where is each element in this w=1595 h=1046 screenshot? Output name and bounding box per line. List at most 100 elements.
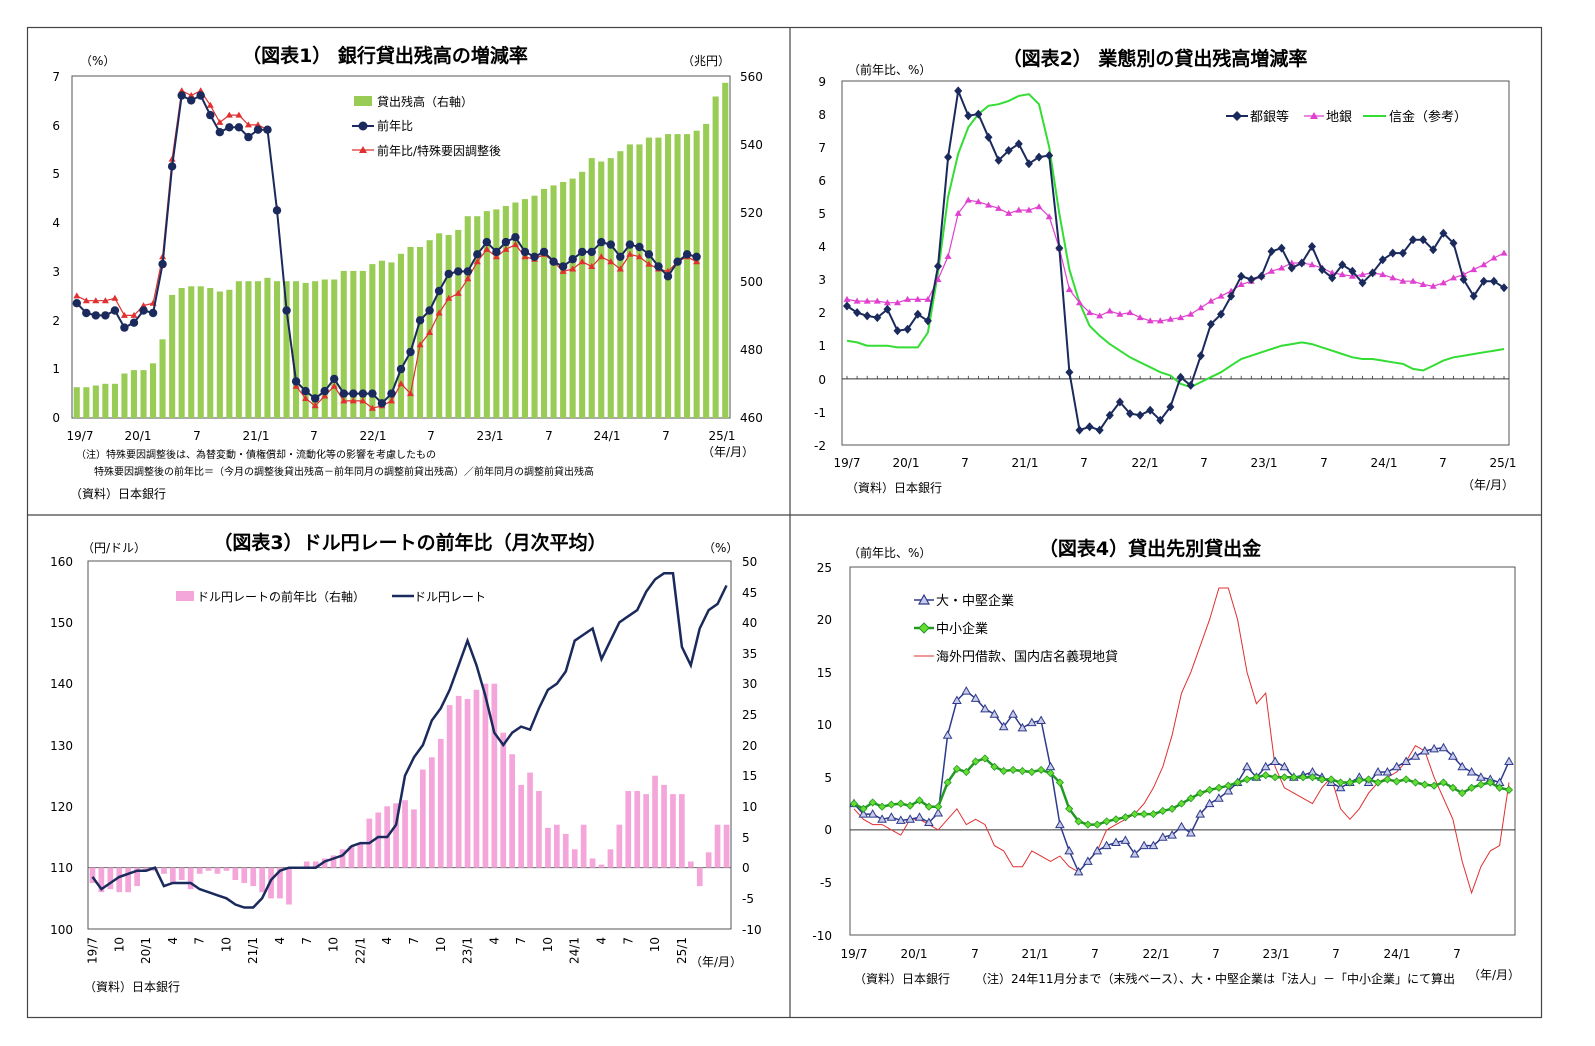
chart-3-bar [223,867,230,871]
chart-4-point-sme [1046,769,1055,778]
chart-1-bar [722,82,729,419]
chart-2-point-citybanks [1469,291,1478,301]
chart-1-bar [703,123,710,419]
chart-1-point-adjusted [206,101,214,108]
chart-4-point-sme [943,778,952,787]
chart-2-ytick: 7 [818,141,826,155]
chart-4-point-sme [999,766,1008,776]
chart-1-point-yoy [511,233,520,242]
chart-4-point-sme [962,767,971,777]
chart-2-point-citybanks [1045,151,1054,160]
chart-1-bar [645,137,652,418]
chart-4-point-sme [1055,778,1064,787]
chart-1-xtick: 7 [662,429,670,443]
chart-4-point-large-firms [867,809,878,818]
chart-1-point-yoy [177,91,186,100]
chart-3-xtick: 10 [327,937,341,952]
chart-4-point-sme [849,799,859,808]
chart-2-point-citybanks [1267,246,1276,256]
chart-1-ytick-right: 480 [740,343,763,357]
chart-2-xtick: 25/1 [1490,456,1517,470]
chart-1-bar [655,137,662,418]
chart-1-bar [598,161,605,418]
chart-1-ytick-right: 460 [740,411,763,425]
chart-1-bar [207,288,214,418]
chart-4-point-large-firms [970,693,981,702]
chart-2-point-regional [954,209,962,216]
chart-2-point-citybanks [853,308,862,318]
chart-1-point-yoy [539,247,549,257]
chart-3-right-ticks: 50 45 40 35 30 25 20 15 10 5 0 -5 -10 [742,555,762,937]
chart-3-xtick: 10 [434,937,448,952]
chart-2-point-regional [1177,314,1185,321]
chart-2-point-regional [1429,282,1437,289]
chart-3-bar [196,867,203,874]
chart-4-point-large-firms [1260,761,1271,771]
chart-2-point-citybanks [934,261,942,271]
chart-1-xtick: 24/1 [594,429,621,443]
chart-2-xtick: 7 [961,456,969,470]
legend-swatch-loans [354,96,372,106]
chart-3-bar [312,861,319,868]
chart-1-point-yoy [616,252,625,261]
chart-3-ytick-right: 15 [742,769,757,783]
chart-2-point-citybanks [1004,146,1013,155]
chart-4-point-large-firms [1382,766,1393,776]
chart-2-point-regional [1197,304,1205,311]
chart-4-point-large-firms [1026,717,1037,727]
chart-4-point-large-firms [1036,715,1046,724]
chart-1-bar [464,216,471,418]
chart-3-ytick-right: -10 [742,923,762,937]
chart-1-point-adjusted [635,253,643,260]
chart-1-bar [541,188,548,418]
chart-3-bar [250,867,257,887]
chart-3-bar [348,846,355,868]
chart-2-xtick: 24/1 [1371,456,1398,470]
chart-1-point-yoy [158,259,167,269]
chart-2-lines [843,86,1508,435]
chart-1-point-adjusted [187,92,195,98]
legend-label: ドル円レートの前年比（右軸） [197,589,365,604]
chart-4-xtick: 7 [1091,947,1099,961]
chart-3-ytick-right: 45 [742,586,757,600]
chart-2-point-regional [1035,203,1043,210]
chart-1-point-yoy [91,311,101,320]
chart-2-ytick: 6 [818,174,826,188]
chart-1-point-yoy [578,247,587,257]
chart-4-point-large-firms [1204,798,1215,808]
chart-4-point-sme [1486,778,1495,787]
chart-2-point-citybanks [883,304,892,314]
chart-4-ytick: 5 [824,771,832,785]
chart-4-point-sme [1402,775,1411,784]
chart-3-bar [187,867,194,890]
chart-4-point-sme [1009,765,1018,774]
chart-1-bar [331,279,338,418]
chart-2-point-citybanks [913,309,922,319]
chart-1-point-yoy [272,206,282,215]
chart-1-bar [283,281,290,418]
chart-4-point-large-firms [1476,772,1486,781]
chart-3-bar [580,824,587,868]
chart-1-point-yoy [320,386,329,396]
chart-1-bar [340,270,347,418]
chart-3-bar [545,827,551,868]
chart-1-point-yoy [520,247,530,257]
chart-4-point-sme [1467,783,1476,792]
chart-2-point-regional [1025,206,1033,213]
outer-border [26,26,1543,1019]
chart-2-point-citybanks [1136,410,1145,420]
chart-2-point-regional [1237,281,1245,287]
chart-4-xtick: 7 [1212,947,1220,961]
legend-label: 中小企業 [936,621,988,637]
chart-2-point-regional [1166,315,1174,322]
chart-2-point-regional [1278,264,1286,271]
chart-4-point-large-firms [1448,751,1458,760]
chart-1-bar [693,130,700,418]
chart-3-xtick: 7 [514,937,528,945]
chart-1-point-adjusted [502,245,510,252]
chart-3-ytick-left: 130 [50,739,73,753]
chart-1-bar [216,291,223,418]
chart-3-ytick-right: 20 [742,739,757,753]
chart-2-point-regional [1086,309,1094,316]
chart-1-point-adjusted [626,250,634,257]
